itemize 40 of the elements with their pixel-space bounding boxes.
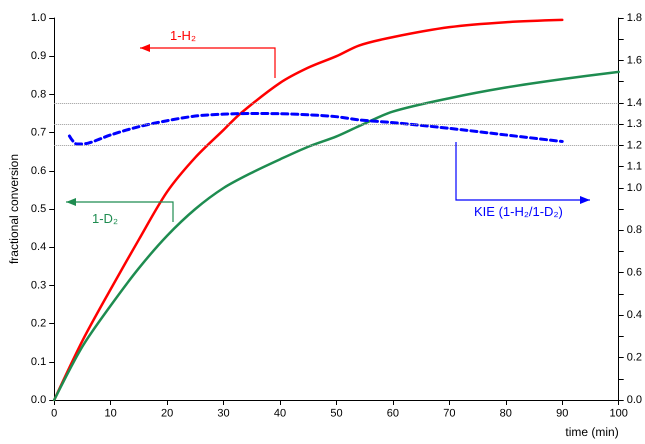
y-tick-label: 0.7 [30, 126, 46, 139]
y-tick-label: 0.9 [30, 50, 46, 62]
y-tick-label: 0.0 [30, 394, 46, 406]
y2-tick-label: 1.8 [626, 12, 642, 24]
y2-tick-label: 1.3 [626, 118, 642, 130]
text: KIE (1-H₂/1-D₂) [474, 204, 563, 219]
y2-tick-label: 0.0 [626, 394, 642, 406]
y2-tick-label: 0.4 [626, 309, 642, 322]
x-tick-label: 90 [556, 408, 568, 420]
y2-tick-label: 1.2 [626, 139, 642, 152]
y-tick-label: 1.0 [30, 12, 46, 24]
y-tick-label: 0.1 [30, 356, 46, 368]
y-tick-label: 0.2 [30, 318, 46, 330]
line-series [68, 112, 564, 146]
text: 1-H₂ [170, 28, 196, 43]
x-tick-label: 70 [443, 408, 456, 420]
x-tick-label: 40 [274, 408, 286, 420]
y2-tick-label: 1.6 [626, 54, 642, 66]
y-tick-label: 0.8 [30, 88, 46, 100]
y2-tick-label: 0.2 [626, 352, 642, 364]
x-tick-label: 50 [330, 408, 343, 420]
x-axis-title: time (min) [565, 425, 619, 439]
y-tick-label: 0.3 [30, 279, 46, 292]
y2-tick-label: 1.1 [626, 160, 642, 173]
y-tick-label: 0.6 [30, 164, 46, 177]
y-tick-label: 0.4 [30, 241, 46, 254]
y2-tick-label: 1.0 [626, 182, 642, 194]
y-axis-title: fractional conversion [7, 154, 21, 264]
y2-tick-label: 0.6 [626, 266, 642, 279]
x-tick-label: 20 [160, 408, 174, 420]
y-tick-label: 0.5 [30, 203, 46, 215]
text: 1-D₂ [92, 211, 118, 226]
x-tick-label: 60 [386, 408, 400, 420]
x-tick-label: 100 [610, 408, 628, 420]
x-tick-label: 80 [500, 408, 512, 420]
x-tick-label: 10 [104, 408, 117, 420]
y2-tick-label: 1.4 [626, 96, 642, 109]
y2-tick-label: 0.8 [626, 224, 642, 236]
x-tick-label: 30 [217, 408, 230, 420]
x-tick-label: 0 [51, 408, 58, 420]
